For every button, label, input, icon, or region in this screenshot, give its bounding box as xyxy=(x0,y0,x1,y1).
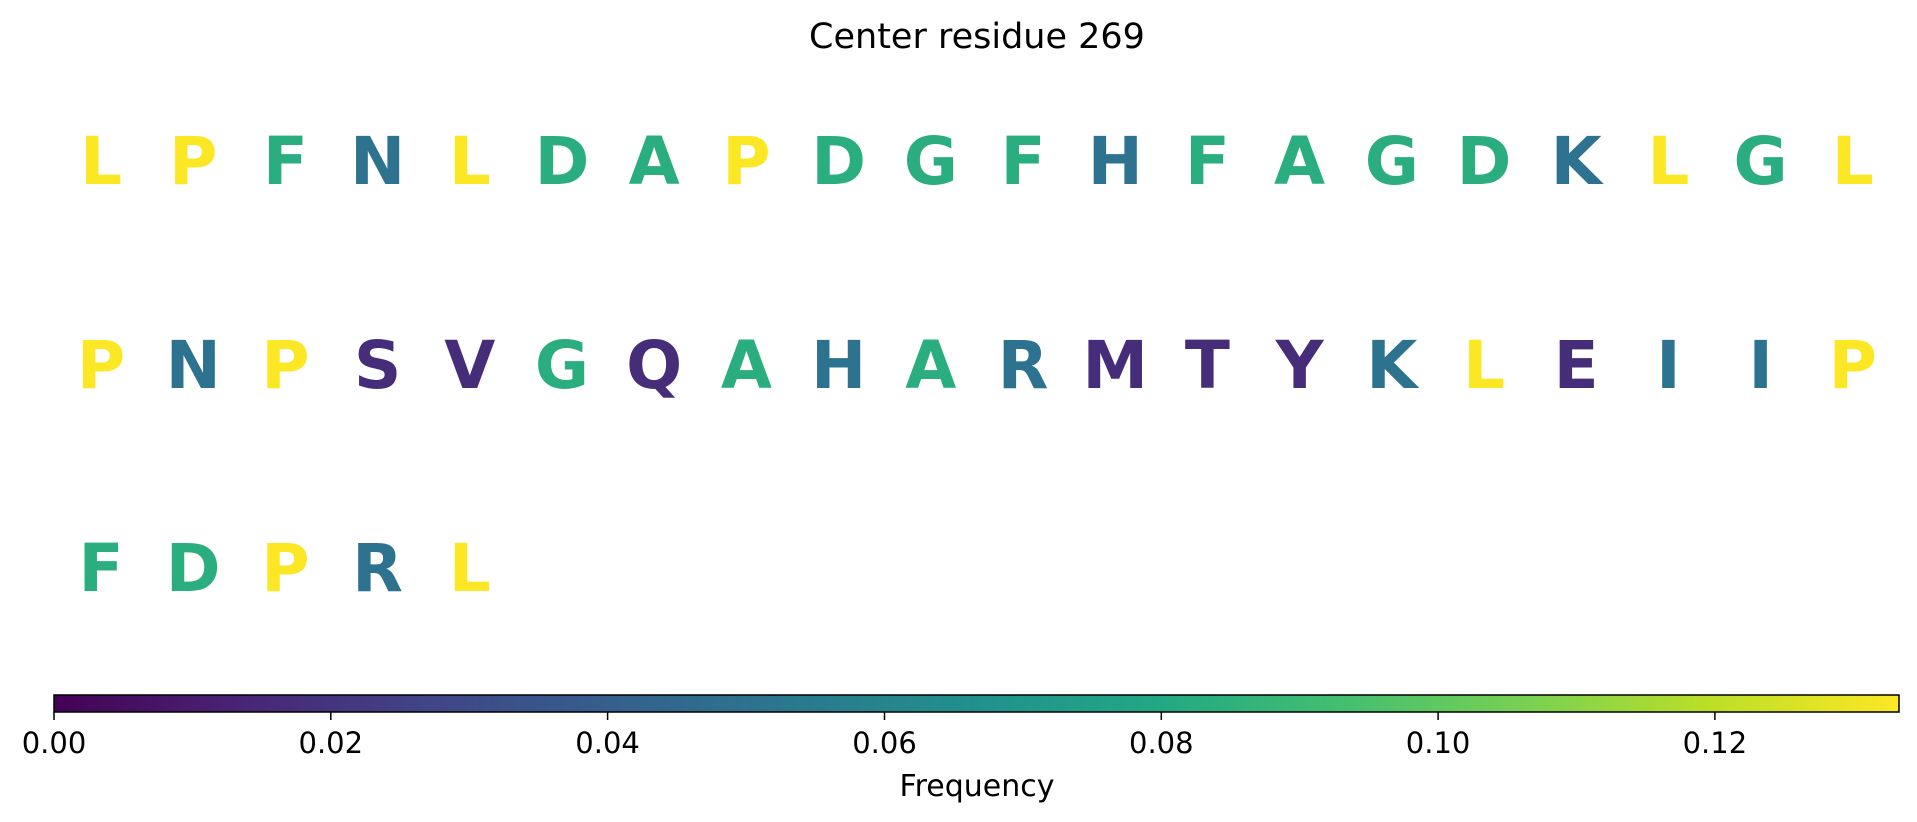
residue-letter: F xyxy=(1185,123,1230,200)
residue-letter: F xyxy=(78,530,123,607)
residue-letter: L xyxy=(1832,123,1874,200)
residue-letter: L xyxy=(1647,123,1689,200)
residue-letter: L xyxy=(80,123,122,200)
residue-letter: P xyxy=(77,327,125,404)
colorbar-ticks: 0.00 0.02 0.04 0.06 0.08 0.10 0.12 xyxy=(22,712,1747,760)
residue-letter: T xyxy=(1185,327,1230,404)
residue-letter: V xyxy=(444,327,495,404)
colorbar-tick-label: 0.12 xyxy=(1683,726,1748,760)
residue-letter: S xyxy=(354,327,402,404)
residue-letter: N xyxy=(350,123,405,200)
residue-letter: I xyxy=(1748,327,1773,404)
residue-letter: K xyxy=(1366,327,1420,404)
residue-letter: L xyxy=(1463,327,1505,404)
residue-letter: R xyxy=(352,530,403,607)
residue-letter: P xyxy=(722,123,770,200)
residue-letter: E xyxy=(1554,327,1599,404)
colorbar: 0.00 0.02 0.04 0.06 0.08 0.10 0.12 Frequency xyxy=(22,694,1900,804)
residue-letter: D xyxy=(811,123,866,200)
residue-letter: G xyxy=(1734,123,1788,200)
residue-letter: A xyxy=(629,123,680,200)
colorbar-tick-label: 0.02 xyxy=(299,726,364,760)
residue-letter: F xyxy=(1000,123,1045,200)
residue-letter: D xyxy=(166,530,221,607)
residue-letter: A xyxy=(905,327,956,404)
residue-letter: K xyxy=(1551,123,1605,200)
residue-letter: G xyxy=(1365,123,1419,200)
colorbar-gradient xyxy=(53,694,1900,713)
residue-letter: D xyxy=(535,123,590,200)
residue-letter: M xyxy=(1082,327,1148,404)
residue-letter: L xyxy=(449,530,491,607)
residue-letter: G xyxy=(535,327,589,404)
colorbar-tick-label: 0.00 xyxy=(22,726,87,760)
residue-letter: P xyxy=(261,530,309,607)
colorbar-tick-label: 0.06 xyxy=(852,726,917,760)
colorbar-label: Frequency xyxy=(900,769,1055,804)
residue-letter: H xyxy=(1088,123,1143,200)
residue-letter: N xyxy=(166,327,221,404)
residue-letter: Q xyxy=(626,327,682,404)
colorbar-tick-label: 0.08 xyxy=(1129,726,1194,760)
residue-letter: G xyxy=(904,123,958,200)
residue-letter: A xyxy=(721,327,772,404)
residue-letter: H xyxy=(811,327,866,404)
residue-letter: D xyxy=(1457,123,1512,200)
residue-grid: L P F N L D A P D G F H F A G D K L G LP N P S V G Q A H A R M T Y K L E I I P… xyxy=(77,123,1877,607)
residue-letter: A xyxy=(1274,123,1325,200)
colorbar-tick-label: 0.04 xyxy=(575,726,640,760)
chart-title: Center residue 269 xyxy=(809,17,1145,57)
residue-letter: R xyxy=(998,327,1049,404)
residue-letter: P xyxy=(1829,327,1877,404)
residue-letter: P xyxy=(261,327,309,404)
colorbar-tick-label: 0.10 xyxy=(1406,726,1471,760)
residue-letter: F xyxy=(263,123,308,200)
residue-letter: L xyxy=(449,123,491,200)
residue-letter: P xyxy=(169,123,217,200)
residue-letter: Y xyxy=(1275,327,1325,404)
residue-letter: I xyxy=(1656,327,1681,404)
